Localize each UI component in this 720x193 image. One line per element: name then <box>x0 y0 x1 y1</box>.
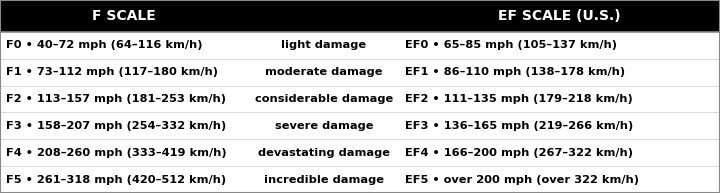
Text: EF3 • 136–165 mph (219–266 km/h): EF3 • 136–165 mph (219–266 km/h) <box>405 121 634 131</box>
Text: incredible damage: incredible damage <box>264 175 384 185</box>
Text: F SCALE: F SCALE <box>92 9 156 23</box>
Text: EF2 • 111–135 mph (179–218 km/h): EF2 • 111–135 mph (179–218 km/h) <box>405 94 633 104</box>
Text: light damage: light damage <box>282 40 366 50</box>
Text: considerable damage: considerable damage <box>255 94 393 104</box>
Text: F5 • 261–318 mph (420–512 km/h): F5 • 261–318 mph (420–512 km/h) <box>6 175 226 185</box>
Text: EF0 • 65–85 mph (105–137 km/h): EF0 • 65–85 mph (105–137 km/h) <box>405 40 617 50</box>
Text: F0 • 40–72 mph (64–116 km/h): F0 • 40–72 mph (64–116 km/h) <box>6 40 202 50</box>
Text: devastating damage: devastating damage <box>258 148 390 158</box>
Bar <box>0 32 720 193</box>
Text: severe damage: severe damage <box>275 121 373 131</box>
Bar <box>0 0 720 32</box>
Text: EF SCALE (U.S.): EF SCALE (U.S.) <box>498 9 621 23</box>
Text: F4 • 208–260 mph (333–419 km/h): F4 • 208–260 mph (333–419 km/h) <box>6 148 226 158</box>
Text: F3 • 158–207 mph (254–332 km/h): F3 • 158–207 mph (254–332 km/h) <box>6 121 226 131</box>
Text: EF4 • 166–200 mph (267–322 km/h): EF4 • 166–200 mph (267–322 km/h) <box>405 148 634 158</box>
Text: F1 • 73–112 mph (117–180 km/h): F1 • 73–112 mph (117–180 km/h) <box>6 67 217 77</box>
Text: EF1 • 86–110 mph (138–178 km/h): EF1 • 86–110 mph (138–178 km/h) <box>405 67 626 77</box>
Text: F2 • 113–157 mph (181–253 km/h): F2 • 113–157 mph (181–253 km/h) <box>6 94 226 104</box>
Text: EF5 • over 200 mph (over 322 km/h): EF5 • over 200 mph (over 322 km/h) <box>405 175 639 185</box>
Text: moderate damage: moderate damage <box>265 67 383 77</box>
